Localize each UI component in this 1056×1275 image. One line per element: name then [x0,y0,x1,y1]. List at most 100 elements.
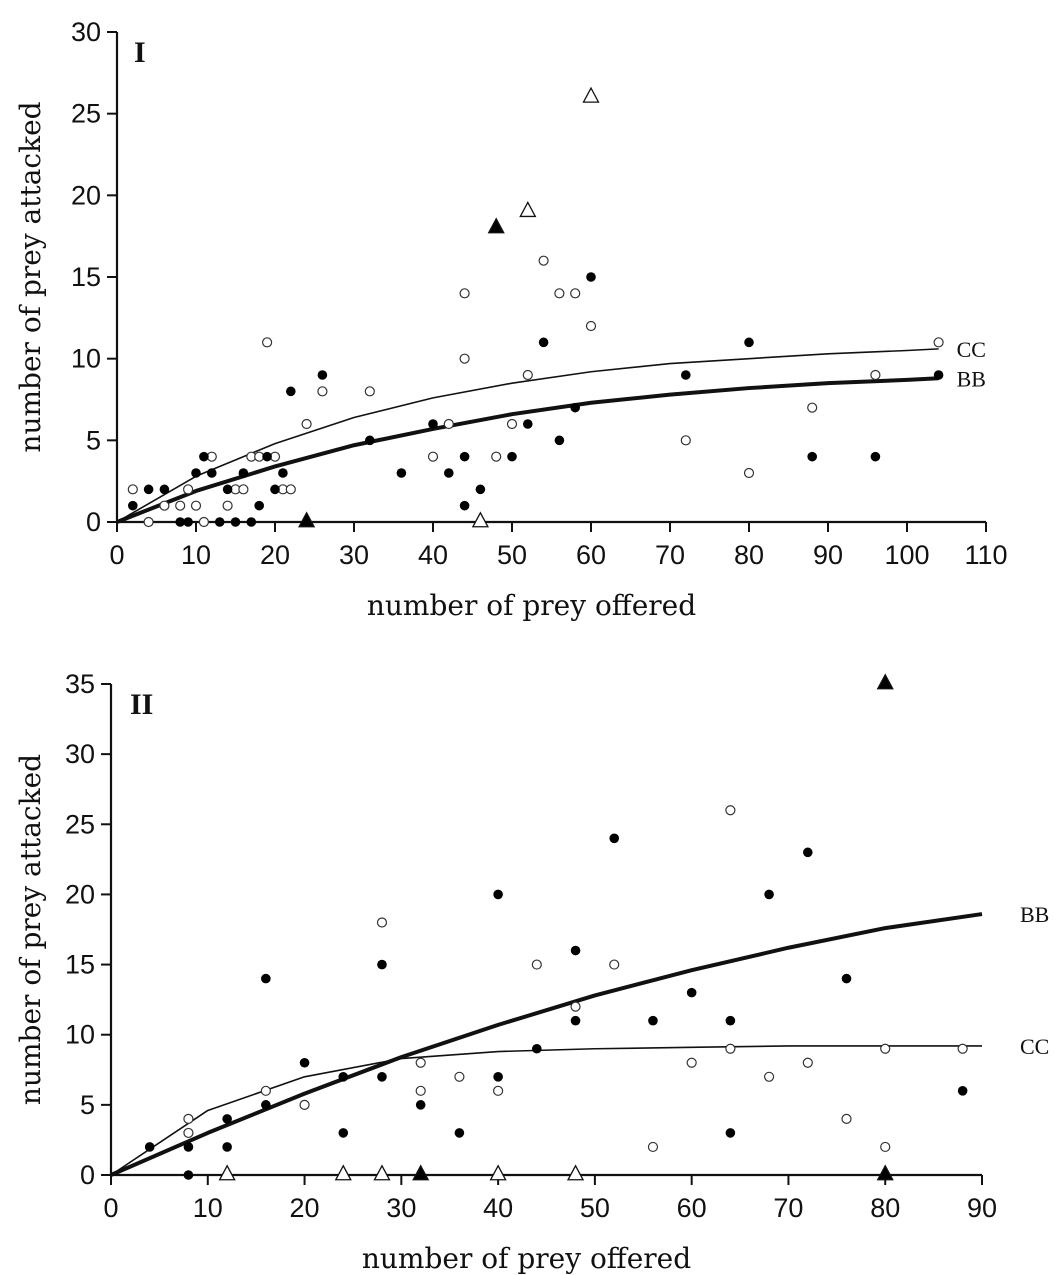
panel-i-open-circle-point [183,484,194,495]
panel-ii-curve-cc [110,1045,982,1176]
panel-ii-filled-circle-point [454,1128,465,1138]
panel-ii-filled-circle-point [803,847,813,858]
panel-ii-open-circle-point [570,1001,581,1012]
panel-i-filled-circle-point [159,484,170,495]
panel-ii-y-tick-label: 10 [65,1020,95,1050]
panel-ii-label: II [130,688,153,721]
panel-i-x-tick-label: 90 [813,540,843,570]
panel-ii-x-tick-label: 50 [580,1193,610,1223]
panel-i-x-tick-label: 60 [576,540,606,570]
panel-i-x-tick-label: 100 [884,540,929,570]
panel-i-x-tick-label: 70 [655,540,685,570]
panel-ii-marks: 0 10 20 30 40 50 60 70 80 90 0 5 10 15 20 25 30 35 BB CC [65,669,1049,1223]
panel-ii-open-circle-point [880,1043,891,1054]
panel-ii-filled-triangle-point [412,1164,430,1181]
panel-ii-open-circle-point [725,805,736,816]
panel-ii-filled-circle-point [377,1072,387,1082]
panel-ii-filled-triangle-point [876,1164,894,1181]
panel-ii-open-triangle-point [218,1164,236,1181]
panel-ii-open-circle-point [260,1085,271,1096]
panel-i-open-circle-point [554,288,565,299]
panel-i-open-circle-point [190,500,202,511]
panel-i-curve-bb [116,376,939,524]
panel-ii-curve-label-cc: CC [1020,1034,1049,1059]
panel-i-filled-circle-point [428,419,438,429]
panel-ii-filled-circle-point [570,1015,581,1026]
panel-i-x-tick-label: 20 [260,540,290,570]
panel-i-curve-cc [116,348,939,523]
panel-i-filled-circle-point [183,517,193,527]
panel-i-filled-circle-point [744,337,754,348]
panel-i-filled-circle-point [175,517,185,527]
panel-i-y-tick-label: 20 [71,180,101,210]
panel-i-filled-circle-point [207,468,217,478]
panel-ii-x-tick-label: 20 [290,1193,320,1223]
panel-i-filled-circle-point [870,451,881,462]
panel-ii-filled-triangle-point [876,673,894,690]
panel-ii-y-tick-label: 20 [65,879,95,909]
panel-ii-open-circle-point [841,1113,852,1124]
panel-i-open-circle-point [301,418,312,430]
panel-i-x-tick-label: 40 [418,540,448,570]
panel-ii-open-circle-point [376,917,388,928]
panel-i-x-tick-label: 10 [181,540,211,570]
panel-i-y-tick-label: 30 [71,17,101,47]
panel-i-x-tick-label: 110 [964,540,1007,570]
panel-i-filled-circle-point [475,484,486,495]
panel-i-open-circle-point [427,451,439,462]
panel-i-open-triangle-point [471,511,489,528]
panel-i-open-circle-point [198,516,209,528]
panel-ii-open-triangle-point [334,1164,352,1181]
panel-i-chart: 0 10 20 30 40 50 60 70 80 90 100 110 0 5 10 15 20 25 30 CC B… [14,17,1008,622]
panel-i-filled-circle-point [444,468,454,478]
panel-ii-filled-circle-point [299,1057,310,1068]
panel-i-filled-circle-point [586,272,596,282]
panel-ii-filled-circle-point [841,973,852,984]
panel-i-filled-circle-point [507,451,517,462]
panel-i-curve-label-cc: CC [957,337,986,362]
panel-ii-y-tick-label: 0 [80,1160,95,1190]
panel-i-filled-circle-point [523,419,533,429]
panel-i-open-circle-point [680,435,691,446]
panel-i-filled-circle-point [933,370,944,380]
panel-ii-x-tick-label: 10 [193,1193,223,1223]
panel-i-filled-circle-point [396,468,407,478]
panel-i-x-tick-label: 50 [497,540,527,570]
panel-ii-open-circle-point [183,1127,194,1139]
panel-i-open-triangle-point [519,201,537,218]
panel-i-open-circle-point [159,500,170,511]
panel-i-filled-circle-point [246,517,257,527]
panel-i-open-circle-point [175,500,186,511]
panel-i-open-circle-point [443,418,454,430]
panel-ii-open-circle-point [763,1071,775,1082]
panel-ii-filled-circle-point [144,1142,155,1152]
panel-i-y-tick-label: 15 [71,262,101,292]
panel-ii-x-tick-label: 80 [870,1193,900,1223]
panel-i-open-circle-point [238,484,249,495]
panel-i-open-circle-point [459,288,470,299]
panel-i-filled-circle-point [262,451,272,462]
panel-ii-filled-circle-point [222,1142,232,1152]
panel-i-open-circle-point [127,484,138,495]
panel-i-x-tick-label: 80 [734,540,764,570]
panel-ii-open-circle-point [609,959,620,970]
panel-i-open-circle-point [222,500,233,511]
panel-i-open-circle-point [491,451,502,462]
panel-i-filled-circle-point [365,435,375,446]
panel-i-open-circle-point [807,402,818,413]
panel-i-filled-circle-point [270,484,280,495]
panel-ii-open-circle-point [802,1057,813,1068]
panel-ii-filled-circle-point [415,1100,426,1110]
panel-ii-open-circle-point [454,1071,465,1082]
panel-i-filled-circle-point [317,370,328,380]
panel-i-x-axis-title: number of prey offered [367,589,696,622]
panel-ii-curve-bb [110,912,983,1177]
panel-ii-y-tick-label: 30 [65,739,95,769]
panel-i-filled-circle-point [807,451,817,462]
panel-ii-filled-circle-point [261,1100,271,1110]
panel-i-filled-circle-point [538,337,549,348]
panel-i-filled-circle-point [286,386,296,397]
panel-ii-filled-circle-point [686,987,697,998]
panel-i-open-circle-point [143,516,154,528]
